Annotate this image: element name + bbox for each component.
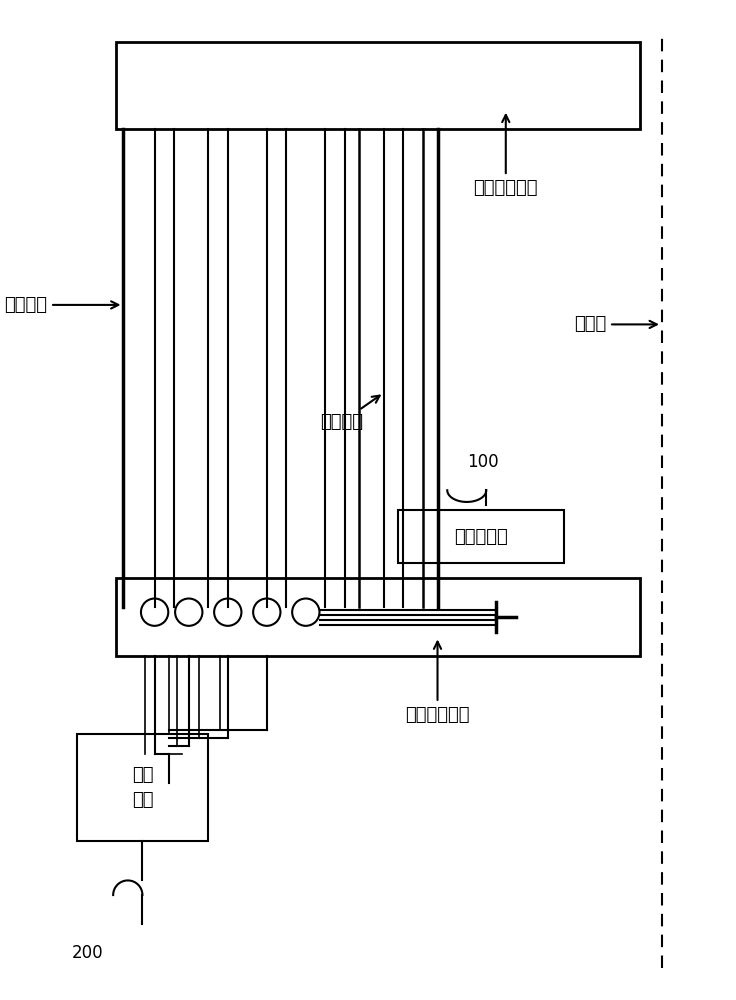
Text: 控制
单元: 控制 单元 — [132, 766, 153, 809]
Text: 外层包封: 外层包封 — [4, 296, 118, 314]
Text: 中心轴: 中心轴 — [574, 315, 657, 333]
Text: 高压端星形架: 高压端星形架 — [473, 115, 538, 197]
Text: 接地端星形架: 接地端星形架 — [406, 642, 470, 724]
FancyBboxPatch shape — [398, 510, 565, 563]
Text: 电流传感器: 电流传感器 — [455, 528, 509, 546]
FancyBboxPatch shape — [116, 578, 640, 656]
Text: 内层包封: 内层包封 — [320, 396, 380, 431]
FancyBboxPatch shape — [77, 734, 208, 841]
FancyBboxPatch shape — [116, 42, 640, 129]
Text: 100: 100 — [467, 453, 498, 471]
Text: 200: 200 — [71, 944, 103, 962]
